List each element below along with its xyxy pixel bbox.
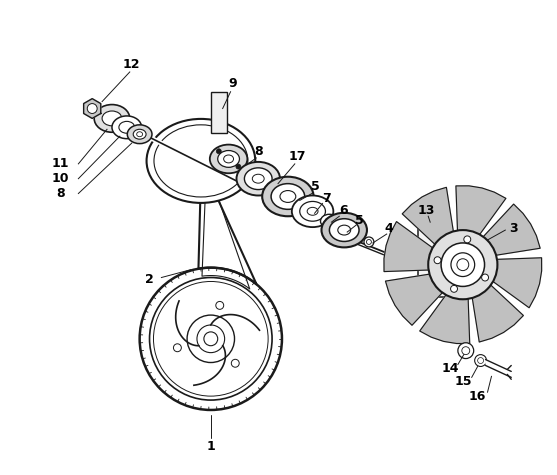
Circle shape [367, 239, 372, 245]
Circle shape [204, 332, 218, 346]
Circle shape [364, 237, 374, 247]
Text: 10: 10 [52, 172, 69, 185]
Ellipse shape [119, 122, 135, 133]
Circle shape [441, 243, 485, 286]
Circle shape [236, 164, 241, 169]
Circle shape [458, 343, 473, 359]
Text: 7: 7 [322, 192, 331, 205]
Circle shape [434, 257, 441, 264]
Ellipse shape [252, 174, 264, 183]
Ellipse shape [329, 218, 359, 241]
Circle shape [216, 302, 224, 309]
Text: 5: 5 [355, 214, 363, 227]
Text: 3: 3 [509, 222, 517, 235]
Ellipse shape [210, 144, 247, 173]
Polygon shape [456, 186, 506, 238]
Text: 15: 15 [455, 375, 472, 388]
Text: 11: 11 [52, 157, 69, 171]
Polygon shape [196, 152, 257, 285]
Polygon shape [420, 291, 470, 343]
Ellipse shape [218, 151, 240, 167]
Text: 13: 13 [418, 204, 435, 217]
Polygon shape [471, 282, 524, 342]
Ellipse shape [128, 125, 152, 143]
Circle shape [149, 277, 272, 400]
Ellipse shape [224, 155, 233, 163]
Ellipse shape [338, 225, 351, 235]
Ellipse shape [102, 111, 122, 126]
Circle shape [475, 355, 486, 367]
Polygon shape [480, 204, 540, 256]
Text: 9: 9 [228, 77, 237, 90]
Circle shape [140, 267, 282, 410]
Text: 2: 2 [145, 273, 154, 286]
Ellipse shape [300, 201, 325, 221]
Ellipse shape [321, 213, 367, 247]
Text: 16: 16 [469, 390, 486, 403]
Text: 12: 12 [123, 57, 140, 71]
Circle shape [457, 259, 469, 271]
Circle shape [173, 344, 182, 352]
FancyBboxPatch shape [211, 92, 227, 133]
FancyBboxPatch shape [418, 218, 446, 297]
Text: 17: 17 [289, 151, 306, 163]
Polygon shape [489, 258, 541, 308]
Circle shape [187, 315, 234, 362]
Polygon shape [402, 187, 454, 247]
Ellipse shape [112, 116, 141, 139]
Text: 4: 4 [384, 222, 393, 235]
Text: 5: 5 [311, 180, 320, 193]
Polygon shape [384, 222, 437, 272]
Text: 14: 14 [441, 362, 459, 375]
Circle shape [478, 358, 483, 363]
Ellipse shape [146, 119, 255, 203]
Ellipse shape [245, 168, 272, 190]
Circle shape [231, 359, 239, 367]
Circle shape [462, 347, 470, 355]
Ellipse shape [325, 218, 334, 225]
Circle shape [87, 104, 97, 114]
Polygon shape [84, 99, 101, 118]
Ellipse shape [280, 190, 296, 202]
Circle shape [197, 325, 224, 352]
Ellipse shape [237, 162, 280, 196]
Text: 1: 1 [207, 440, 215, 453]
Ellipse shape [262, 177, 314, 216]
Circle shape [154, 282, 268, 396]
Circle shape [428, 230, 497, 299]
Ellipse shape [133, 129, 146, 139]
Ellipse shape [271, 184, 305, 209]
Ellipse shape [307, 208, 318, 215]
Text: 6: 6 [339, 204, 348, 217]
Ellipse shape [154, 125, 248, 197]
Circle shape [216, 149, 221, 154]
Circle shape [482, 274, 488, 281]
Ellipse shape [94, 104, 130, 132]
Circle shape [451, 253, 475, 276]
Text: 8: 8 [56, 187, 65, 200]
Circle shape [451, 285, 457, 292]
Circle shape [464, 236, 471, 243]
Polygon shape [385, 273, 446, 325]
Ellipse shape [292, 196, 333, 227]
Ellipse shape [136, 132, 143, 137]
Ellipse shape [320, 214, 338, 228]
Text: 8: 8 [254, 144, 262, 158]
